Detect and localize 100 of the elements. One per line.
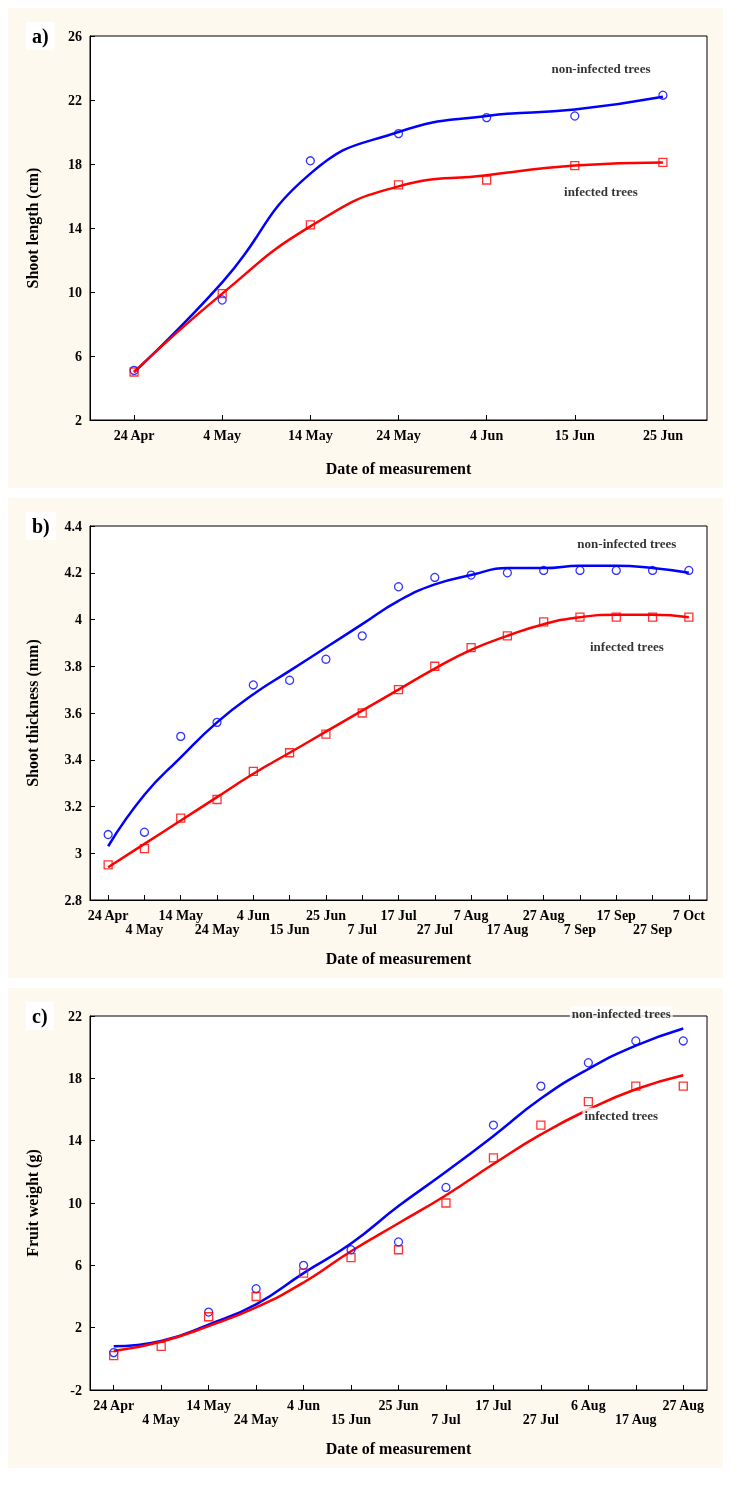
point (393, 180, 404, 190)
point (570, 160, 580, 171)
point (103, 860, 113, 870)
y-tick-label: 2.8 (64, 892, 82, 908)
y-tick-label: 10 (68, 1195, 82, 1211)
x-tick-label: 24 Apr (113, 427, 155, 443)
point (305, 220, 316, 230)
point (466, 642, 476, 653)
point (539, 617, 549, 627)
x-tick-label: 17 Sep (596, 907, 637, 923)
x-tick-label: 14 May (186, 1397, 232, 1413)
point (103, 829, 113, 840)
x-tick-label: 4 May (203, 427, 242, 443)
x-tick-label: 4 May (142, 1411, 181, 1427)
y-axis-title: Fruit weight (g) (23, 1149, 42, 1257)
x-axis-title: Date of measurement (325, 949, 472, 967)
point (109, 1347, 119, 1358)
point (481, 175, 492, 185)
point (393, 684, 404, 695)
x-tick-label: 27 Jul (522, 1411, 560, 1427)
y-tick-label: 2 (75, 412, 82, 428)
x-tick-label: 14 May (158, 907, 204, 923)
point (305, 156, 316, 166)
y-tick-label: 3.6 (64, 705, 82, 721)
point (684, 565, 694, 576)
point (109, 1351, 119, 1361)
x-tick-label: 17 Aug (615, 1411, 657, 1427)
x-tick-label: 4 Jun (470, 427, 504, 443)
x-axis-title: Date of measurement (325, 459, 472, 477)
point (357, 631, 367, 641)
series-label: non-infected trees (551, 60, 651, 76)
point (502, 631, 513, 641)
x-tick-label: 7 Jul (431, 1411, 461, 1427)
point (466, 570, 476, 580)
x-tick-label: 24 Apr (87, 907, 129, 923)
x-axis-title: Date of measurement (325, 1439, 472, 1457)
y-tick-label: 26 (68, 28, 82, 44)
point (631, 1036, 641, 1046)
y-tick-label: 3.8 (64, 658, 82, 674)
point (212, 794, 222, 805)
point (176, 731, 186, 742)
point (204, 1307, 214, 1317)
point (502, 568, 513, 578)
point (684, 612, 694, 622)
point (217, 288, 227, 299)
point (284, 748, 295, 758)
series-label: infected trees (584, 1107, 659, 1123)
x-tick-label: 4 Jun (287, 1397, 321, 1413)
point (536, 1081, 546, 1091)
point (393, 582, 404, 592)
point (611, 612, 621, 622)
y-tick-label: 3.4 (64, 752, 82, 768)
point (357, 708, 367, 718)
point (575, 612, 585, 622)
point (482, 112, 492, 123)
point (321, 729, 331, 739)
point (631, 1081, 641, 1091)
point (176, 813, 186, 823)
y-tick-label: 4.4 (64, 518, 82, 534)
x-tick-label: 7 Aug (453, 907, 489, 923)
y-tick-label: 4 (75, 612, 82, 627)
point (251, 1291, 261, 1302)
point (212, 717, 222, 727)
x-tick-label: 27 Aug (662, 1397, 705, 1413)
point (441, 1182, 451, 1193)
chart-title: c) (32, 1005, 48, 1028)
x-tick-label: 15 Jun (554, 427, 596, 443)
point (321, 654, 331, 664)
y-tick-label: 6 (75, 348, 82, 364)
x-tick-label: 17 Jul (475, 1397, 512, 1413)
point (583, 1058, 593, 1068)
chart-title: b) (32, 515, 50, 538)
point (678, 1081, 688, 1091)
x-tick-label: 27 Jul (416, 921, 453, 937)
chart-title: a) (32, 25, 49, 48)
point (583, 1097, 593, 1107)
x-tick-label: 6 Aug (571, 1397, 606, 1413)
point (488, 1120, 499, 1130)
point (647, 612, 658, 622)
point (430, 572, 440, 583)
point (284, 675, 295, 685)
point (298, 1260, 309, 1270)
y-axis-title: Shoot length (cm) (23, 167, 42, 289)
point (539, 565, 549, 576)
series-label: infected trees (564, 184, 638, 200)
y-tick-label: 18 (68, 1070, 82, 1086)
x-tick-label: 7 Sep (563, 921, 597, 937)
point (570, 111, 580, 121)
y-tick-label: 14 (68, 1133, 82, 1149)
x-tick-label: 24 May (376, 427, 421, 443)
x-tick-label: 4 Jun (236, 907, 271, 923)
point (346, 1252, 356, 1263)
x-tick-label: 24 May (233, 1411, 279, 1427)
x-tick-label: 24 Apr (93, 1397, 135, 1413)
x-tick-label: 4 May (125, 921, 164, 937)
point (647, 565, 658, 576)
point (298, 1268, 309, 1278)
point (204, 1312, 214, 1322)
x-tick-label: 17 Jul (380, 907, 417, 923)
series-label: infected trees (589, 638, 664, 654)
